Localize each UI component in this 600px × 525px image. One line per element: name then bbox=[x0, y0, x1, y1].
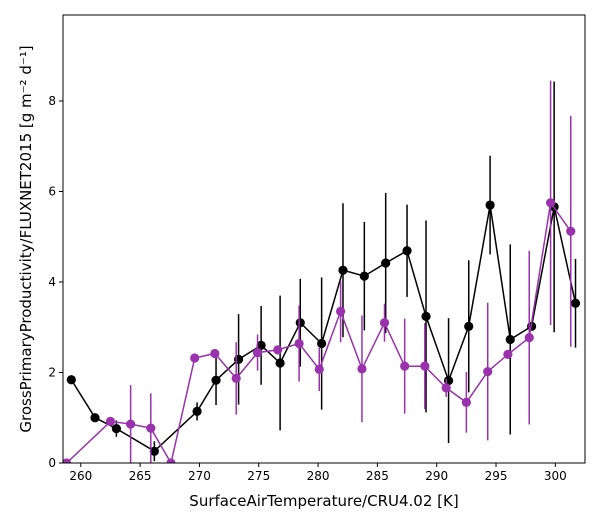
data-point-black bbox=[192, 406, 202, 417]
data-point-black bbox=[381, 258, 391, 268]
y-tick-label: 2 bbox=[48, 365, 56, 379]
series-layer bbox=[63, 80, 581, 463]
data-point-purple bbox=[126, 419, 136, 429]
data-point-black bbox=[90, 413, 100, 423]
x-tick-label: 280 bbox=[307, 469, 330, 483]
data-point-purple bbox=[483, 366, 493, 377]
data-point-purple bbox=[63, 458, 72, 463]
data-point-purple bbox=[190, 353, 200, 363]
data-point-black bbox=[570, 298, 581, 308]
data-point-purple bbox=[166, 458, 176, 463]
data-point-black bbox=[359, 271, 369, 281]
data-point-purple bbox=[503, 349, 513, 359]
data-point-purple bbox=[545, 198, 556, 208]
data-point-black bbox=[421, 311, 431, 321]
data-point-purple bbox=[314, 364, 324, 374]
data-point-black bbox=[211, 375, 221, 385]
data-point-black bbox=[402, 246, 412, 256]
data-point-purple bbox=[105, 416, 116, 426]
data-point-purple bbox=[294, 338, 304, 349]
x-tick-label: 275 bbox=[247, 469, 270, 483]
data-point-purple bbox=[210, 348, 220, 359]
series-purple bbox=[63, 80, 576, 463]
x-tick-label: 260 bbox=[69, 469, 92, 483]
y-axis-title: GrossPrimaryProductivity/FLUXNET2015 [g … bbox=[17, 45, 35, 432]
x-axis-title: SurfaceAirTemperature/CRU4.02 [K] bbox=[189, 492, 458, 510]
data-point-black bbox=[317, 338, 327, 349]
data-point-black bbox=[233, 354, 244, 364]
data-point-black bbox=[275, 358, 285, 368]
data-point-purple bbox=[336, 306, 346, 317]
x-tick-label: 285 bbox=[366, 469, 389, 483]
data-point-black bbox=[464, 321, 474, 331]
x-axis-ticks: 260 265 270 275 280 285 290 295 300 bbox=[69, 463, 567, 483]
data-point-black bbox=[111, 424, 121, 434]
data-point-purple bbox=[379, 318, 390, 328]
data-point-purple bbox=[441, 383, 451, 393]
plot-frame bbox=[62, 14, 586, 464]
data-point-black bbox=[149, 446, 159, 456]
data-point-purple bbox=[461, 397, 471, 407]
x-tick-label: 270 bbox=[188, 469, 211, 483]
data-point-purple bbox=[524, 333, 534, 343]
data-point-purple bbox=[420, 361, 430, 371]
x-tick-label: 295 bbox=[485, 469, 508, 483]
data-point-black bbox=[485, 200, 495, 210]
plot-background bbox=[63, 15, 585, 463]
y-axis-ticks: 0 2 4 6 8 bbox=[48, 94, 63, 470]
data-point-purple bbox=[252, 347, 263, 358]
x-tick-label: 290 bbox=[425, 469, 448, 483]
data-point-purple bbox=[146, 423, 156, 433]
x-tick-label: 265 bbox=[129, 469, 152, 483]
y-tick-label: 8 bbox=[48, 94, 56, 108]
x-tick-label: 300 bbox=[544, 469, 567, 483]
data-point-black bbox=[505, 334, 515, 345]
data-point-black bbox=[256, 340, 266, 350]
data-point-black bbox=[338, 265, 348, 275]
data-point-purple bbox=[400, 361, 410, 371]
series-black bbox=[66, 81, 581, 462]
data-point-black bbox=[66, 375, 76, 385]
data-point-purple bbox=[566, 226, 576, 236]
y-tick-label: 4 bbox=[48, 275, 56, 289]
data-point-purple bbox=[357, 364, 367, 374]
data-point-purple bbox=[273, 345, 283, 355]
data-point-black bbox=[295, 318, 305, 328]
data-point-purple bbox=[231, 373, 241, 383]
y-tick-label: 0 bbox=[48, 456, 56, 470]
y-tick-label: 6 bbox=[48, 184, 56, 198]
